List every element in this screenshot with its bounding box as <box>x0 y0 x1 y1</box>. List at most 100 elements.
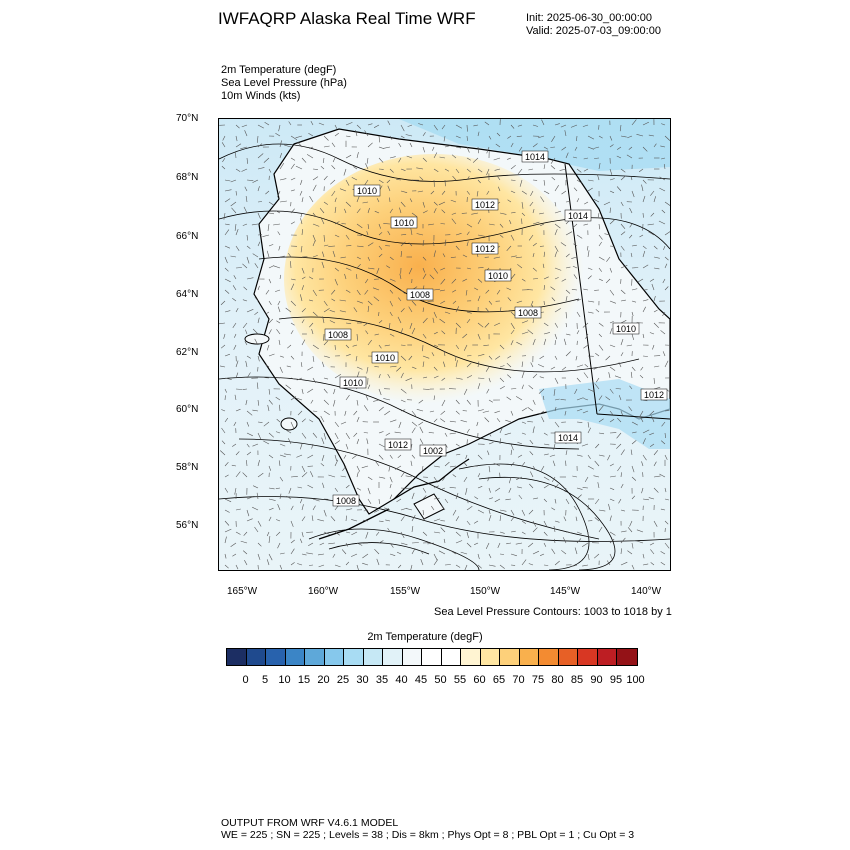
wind-barb <box>235 168 241 172</box>
wind-barb <box>312 234 316 242</box>
wind-barb <box>609 366 616 371</box>
wind-barb <box>631 288 638 291</box>
wind-barb <box>362 553 369 559</box>
wind-barb <box>279 552 285 555</box>
colorbar-label: 5 <box>261 674 269 686</box>
wind-barb <box>334 206 337 214</box>
wind-barb <box>411 300 417 306</box>
wind-barb <box>565 253 570 258</box>
wind-barb <box>532 242 537 247</box>
wind-barb <box>620 352 624 357</box>
wind-barb <box>653 309 658 313</box>
svg-text:1012: 1012 <box>475 244 495 254</box>
wind-barb <box>508 487 512 493</box>
wind-barb <box>573 505 578 511</box>
wind-barb <box>609 531 616 536</box>
wind-barb <box>653 256 660 259</box>
wind-barb <box>411 526 414 533</box>
wind-barb <box>276 329 281 335</box>
lat-label: 64°N <box>176 289 199 300</box>
wind-barb <box>233 344 237 350</box>
wind-barb <box>396 366 402 372</box>
wind-barb <box>318 564 325 568</box>
wind-barb <box>474 542 479 545</box>
wind-barb <box>323 355 330 358</box>
wind-barb <box>234 223 237 231</box>
wind-barb <box>629 520 633 527</box>
wind-barb <box>334 432 339 440</box>
wind-barb <box>433 418 438 423</box>
wind-barb <box>471 212 479 215</box>
wind-barb <box>422 157 427 162</box>
wind-barb <box>528 234 534 241</box>
wind-barb <box>660 440 666 445</box>
wind-barb <box>279 564 283 570</box>
wind-barb <box>411 427 416 434</box>
wind-barb <box>290 505 294 511</box>
wind-barb <box>506 362 512 368</box>
wind-barb <box>331 298 336 302</box>
lat-label: 70°N <box>176 113 199 124</box>
wind-barb <box>312 168 318 170</box>
wind-barb <box>466 355 472 357</box>
wind-barb <box>460 420 468 423</box>
lon-label: 160°W <box>308 586 339 597</box>
colorbar-label: 25 <box>336 674 350 686</box>
wind-barb <box>290 208 295 214</box>
wind-barb <box>620 135 627 138</box>
wind-barb <box>400 516 405 522</box>
wind-barb <box>606 256 611 262</box>
wind-barb <box>620 168 626 173</box>
wind-barb <box>598 223 601 230</box>
wind-barb <box>466 267 472 270</box>
wind-barb <box>411 212 418 217</box>
wind-barb <box>543 179 546 186</box>
wind-barb <box>649 278 655 282</box>
wind-barb <box>466 399 471 405</box>
wind-barb <box>356 256 361 260</box>
wind-barb <box>364 179 369 186</box>
wind-barb <box>594 517 600 522</box>
svg-text:1012: 1012 <box>388 440 408 450</box>
wind-barb <box>499 365 505 368</box>
wind-barb <box>312 498 320 502</box>
wind-barb <box>345 394 350 401</box>
wind-barb <box>620 530 627 533</box>
wind-barb <box>506 396 512 401</box>
wind-barb <box>641 184 644 192</box>
wind-barb <box>576 377 581 383</box>
wind-barb <box>551 135 556 142</box>
wind-barb <box>367 487 371 495</box>
wind-barb <box>466 319 471 324</box>
wind-barb <box>499 438 501 445</box>
wind-barb <box>408 267 413 275</box>
wind-barb <box>279 355 284 358</box>
wind-barb <box>408 242 413 247</box>
wind-barb <box>499 234 504 238</box>
wind-barb <box>506 245 512 252</box>
wind-barb <box>309 196 314 203</box>
wind-barb <box>576 408 583 412</box>
wind-barb <box>583 344 589 349</box>
wind-barb <box>312 212 317 217</box>
wind-barb <box>662 278 666 284</box>
wind-barb <box>297 563 303 566</box>
wind-barb <box>243 206 248 214</box>
wind-barb <box>498 186 501 192</box>
wind-barb <box>642 121 650 126</box>
wind-barb <box>497 542 501 549</box>
wind-barb <box>649 410 655 416</box>
wind-barb <box>462 333 468 339</box>
wind-barb <box>433 485 439 489</box>
svg-text:1010: 1010 <box>357 186 377 196</box>
wind-barb <box>493 157 501 161</box>
wind-barb <box>430 190 435 195</box>
wind-barb <box>300 212 303 218</box>
wind-barb <box>439 289 446 292</box>
wind-barb <box>515 542 523 545</box>
wind-barb <box>594 460 600 467</box>
wind-barb <box>279 493 282 500</box>
wind-barb <box>246 509 250 517</box>
wind-barb <box>532 550 540 555</box>
wind-barb <box>630 371 633 379</box>
